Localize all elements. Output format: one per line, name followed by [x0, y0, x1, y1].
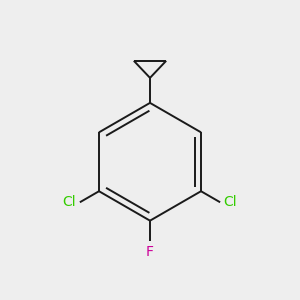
Text: Cl: Cl	[63, 195, 76, 209]
Text: Cl: Cl	[224, 195, 237, 209]
Text: F: F	[146, 245, 154, 259]
